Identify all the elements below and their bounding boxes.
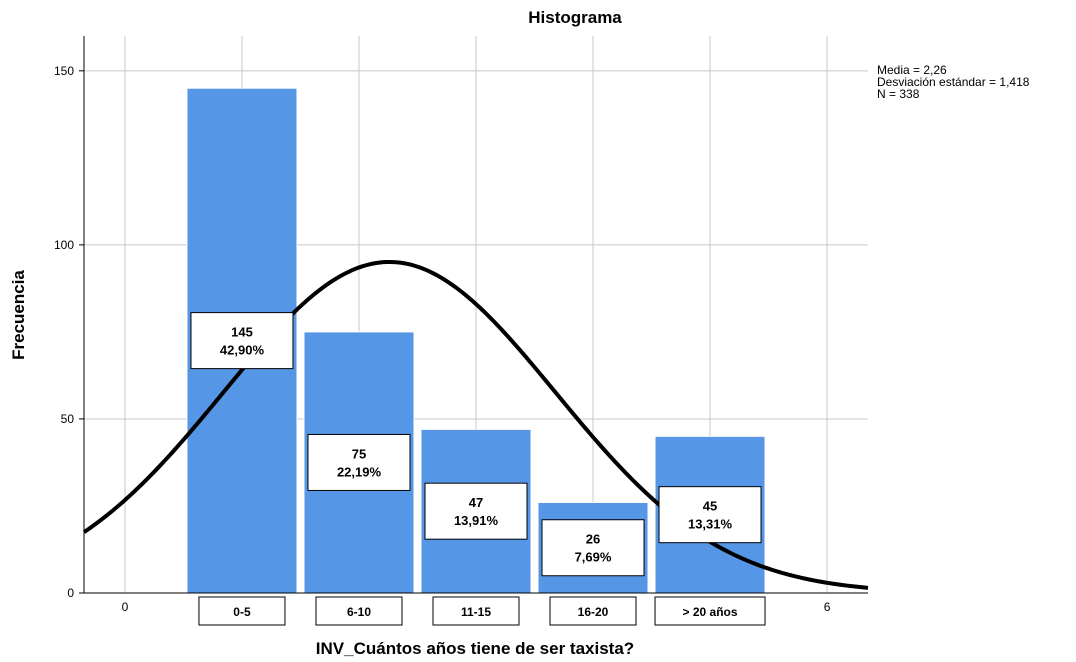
data-label-box bbox=[658, 486, 762, 544]
data-label-count: 45 bbox=[703, 499, 717, 514]
category-label-box bbox=[432, 596, 520, 626]
data-label-count: 26 bbox=[586, 532, 600, 547]
stat-sd: Desviación estándar = 1,418 bbox=[877, 75, 1030, 89]
data-label-box bbox=[424, 482, 528, 540]
category-label-text: 0-5 bbox=[233, 605, 251, 619]
data-label-box bbox=[541, 519, 645, 577]
category-label-1: 0-5 bbox=[198, 596, 286, 626]
category-label-2: 6-10 bbox=[315, 596, 403, 626]
y-axis-title: Frecuencia bbox=[9, 270, 28, 360]
data-label-count: 145 bbox=[231, 325, 253, 340]
stat-n: N = 338 bbox=[877, 87, 920, 101]
category-label-box bbox=[198, 596, 286, 626]
category-label-box bbox=[549, 596, 637, 626]
x-tick-label: 0 bbox=[122, 600, 129, 614]
data-label-box bbox=[307, 433, 411, 491]
category-label-text: 11-15 bbox=[461, 605, 491, 619]
data-labels: 145 42,90% 75 22,19% 47 13,91% 26 7,69% 45 13,31% bbox=[190, 312, 762, 577]
data-label-percent: 13,31% bbox=[688, 517, 733, 532]
stats-box: Media = 2,26 Desviación estándar = 1,418… bbox=[877, 63, 1030, 101]
data-label-count: 47 bbox=[469, 495, 483, 510]
category-labels: 0-5 6-10 11-15 16-20 > 20 años bbox=[198, 596, 766, 626]
category-label-box bbox=[315, 596, 403, 626]
data-label-3: 47 13,91% bbox=[424, 482, 528, 540]
x-axis-title: INV_Cuántos años tiene de ser taxista? bbox=[316, 639, 634, 658]
stat-mean: Media = 2,26 bbox=[877, 63, 947, 77]
y-tick-labels: 0 50 100 150 bbox=[54, 64, 74, 600]
category-label-3: 11-15 bbox=[432, 596, 520, 626]
data-label-1: 145 42,90% bbox=[190, 312, 294, 370]
y-tick-label: 150 bbox=[54, 64, 74, 78]
axes bbox=[79, 36, 868, 594]
chart-title: Histograma bbox=[528, 8, 622, 27]
data-label-5: 45 13,31% bbox=[658, 486, 762, 544]
category-label-box bbox=[654, 596, 766, 626]
category-label-text: 16-20 bbox=[578, 605, 609, 619]
normal-curve bbox=[82, 259, 869, 590]
data-label-2: 75 22,19% bbox=[307, 433, 411, 491]
category-label-5: > 20 años bbox=[654, 596, 766, 626]
data-label-count: 75 bbox=[352, 446, 366, 461]
category-label-4: 16-20 bbox=[549, 596, 637, 626]
data-label-percent: 42,90% bbox=[220, 343, 265, 358]
category-label-text: 6-10 bbox=[347, 605, 371, 619]
y-tick-label: 0 bbox=[67, 586, 74, 600]
data-label-percent: 13,91% bbox=[454, 513, 499, 528]
data-label-box bbox=[190, 312, 294, 370]
x-tick-label: 6 bbox=[824, 600, 831, 614]
data-label-4: 26 7,69% bbox=[541, 519, 645, 577]
data-label-percent: 22,19% bbox=[337, 464, 382, 479]
category-label-text: > 20 años bbox=[683, 605, 738, 619]
y-tick-label: 100 bbox=[54, 238, 74, 252]
y-tick-label: 50 bbox=[61, 412, 75, 426]
data-label-percent: 7,69% bbox=[575, 550, 612, 565]
